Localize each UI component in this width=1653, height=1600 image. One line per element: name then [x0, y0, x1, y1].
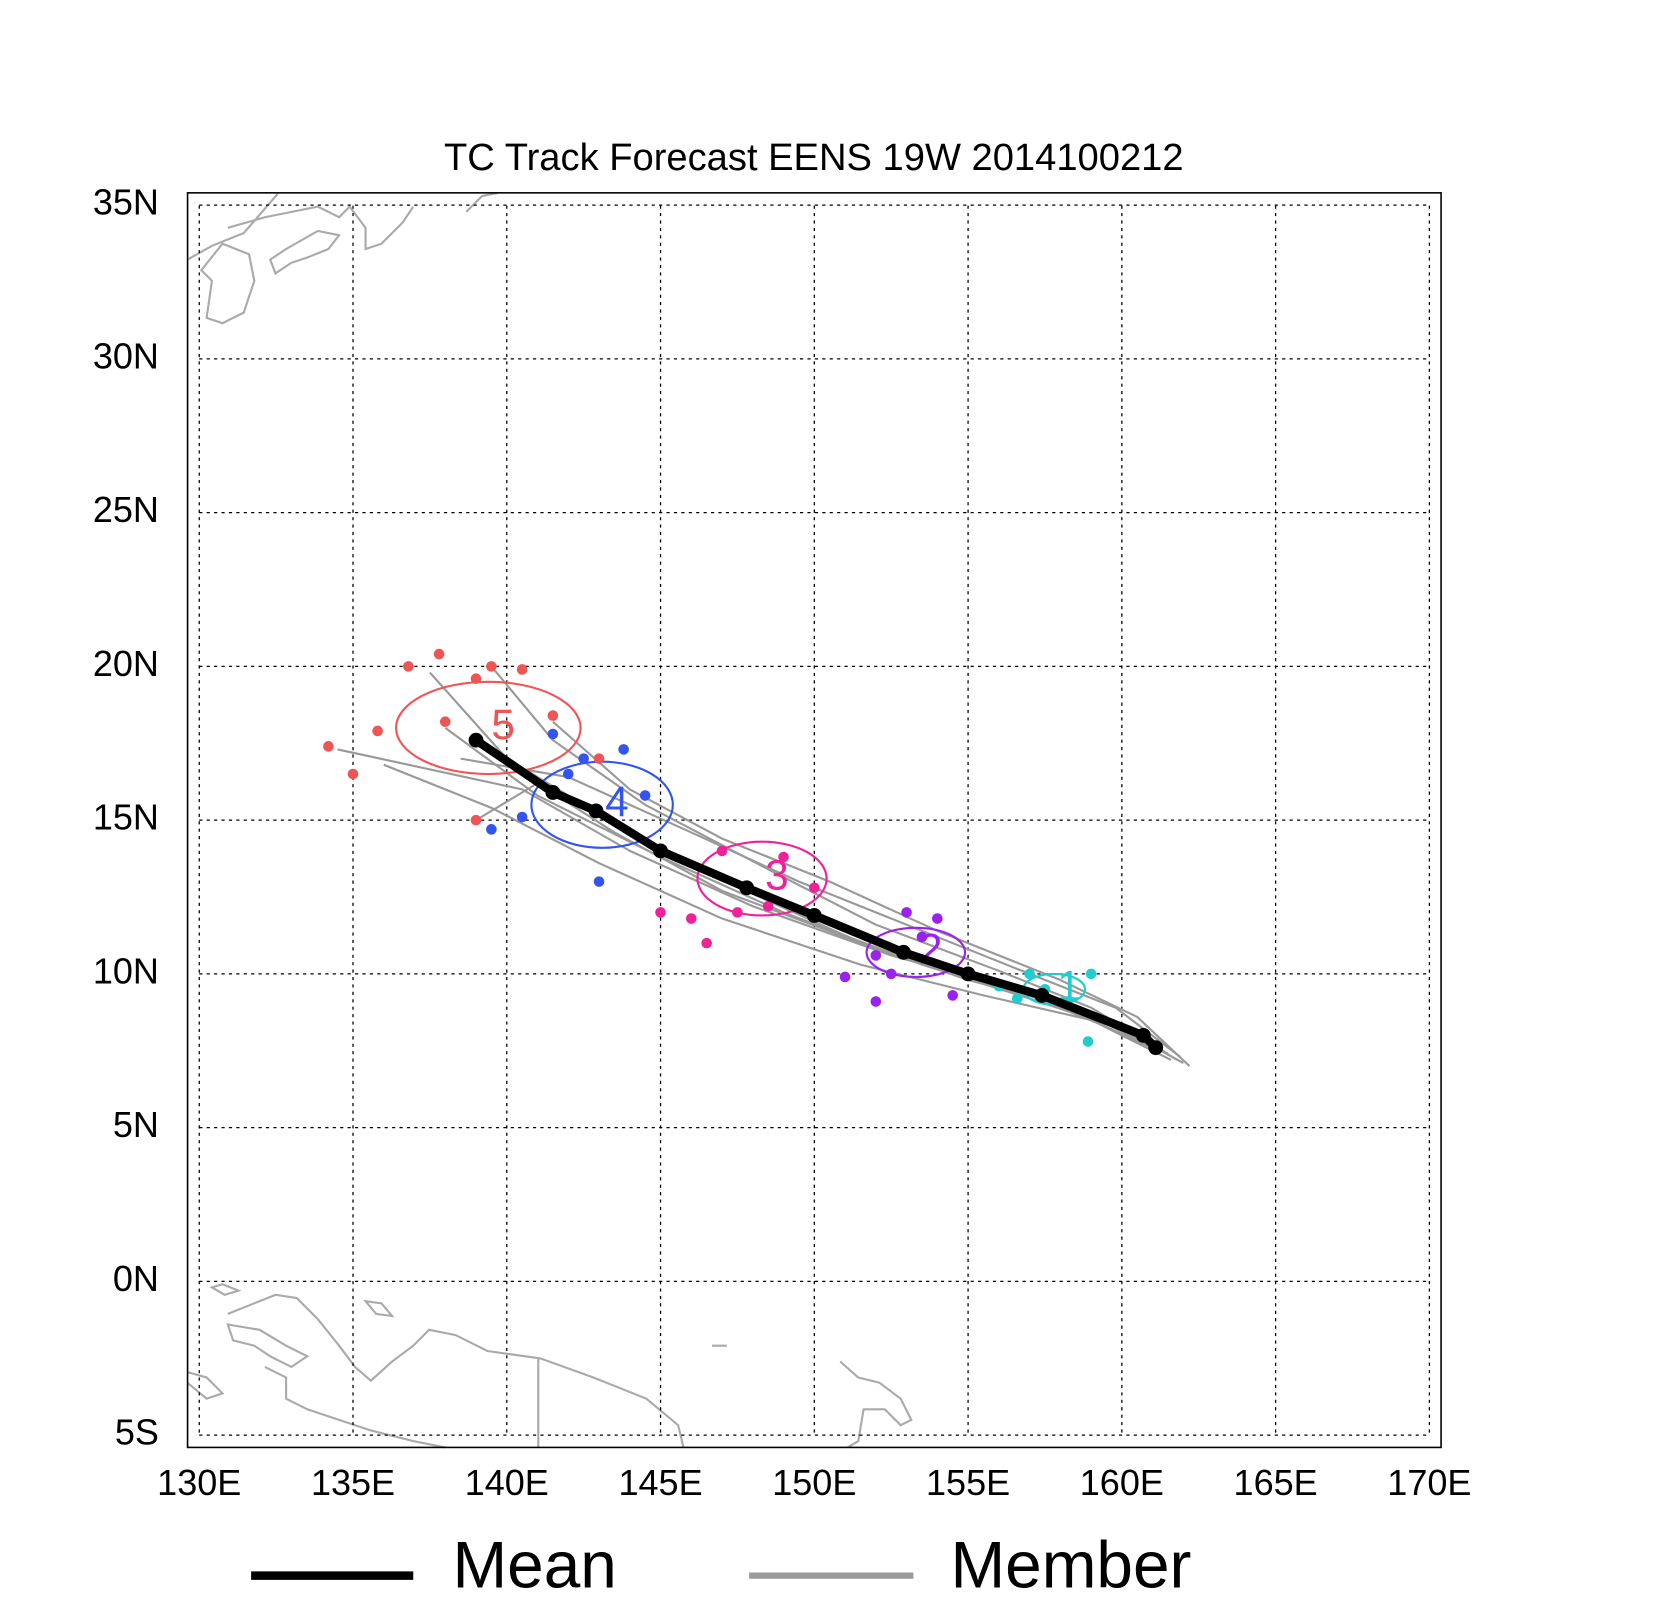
- uncertainty-ellipse: [395, 680, 582, 776]
- mean-position: [1034, 987, 1050, 1003]
- member-position: [870, 996, 882, 1007]
- member-position: [732, 907, 743, 918]
- member-position: [547, 710, 559, 721]
- member-position: [839, 971, 851, 983]
- y-tick-label: 5S: [115, 1412, 159, 1453]
- mean-position: [896, 944, 911, 960]
- uncertainty-ellipse: [865, 926, 967, 979]
- member-position: [655, 907, 666, 918]
- x-tick-label: 130E: [157, 1462, 241, 1503]
- member-position: [870, 950, 882, 961]
- member-position: [686, 913, 697, 924]
- day-label: 3: [765, 852, 789, 899]
- member-position: [809, 882, 820, 894]
- member-position: [778, 851, 789, 863]
- member-position: [901, 907, 912, 918]
- coastlines: [186, 191, 913, 1449]
- member-position: [916, 931, 928, 943]
- member-position: [547, 728, 559, 740]
- member-position: [433, 648, 445, 660]
- member-position: [947, 990, 959, 1001]
- member-position: [932, 913, 943, 924]
- mean-position: [739, 880, 755, 896]
- coastline: [186, 1283, 913, 1449]
- mean-position: [1148, 1040, 1164, 1056]
- member-position: [516, 811, 528, 823]
- x-tick-label: 150E: [772, 1462, 856, 1503]
- x-tick-label: 160E: [1080, 1462, 1164, 1503]
- x-tick-label: 145E: [618, 1462, 702, 1503]
- y-tick-label: 30N: [93, 335, 159, 376]
- member-position: [885, 968, 897, 980]
- uncertainty-ellipse: [696, 840, 828, 917]
- member-position: [403, 661, 414, 672]
- plot-frame: [186, 192, 1442, 1449]
- member-position: [470, 673, 482, 684]
- member-position: [578, 753, 589, 764]
- y-tick-label: 25N: [93, 489, 159, 530]
- member-position: [439, 716, 451, 728]
- mean-position: [588, 803, 604, 819]
- member-position: [762, 900, 774, 912]
- member-position: [516, 664, 528, 675]
- day-label: 1: [1057, 962, 1081, 1009]
- day-label: 4: [605, 778, 629, 825]
- x-tick-label: 140E: [465, 1462, 549, 1503]
- member-position: [1085, 968, 1097, 980]
- mean-position: [1135, 1027, 1151, 1043]
- member-position: [347, 768, 359, 780]
- y-tick-label: 35N: [93, 182, 159, 223]
- mean-position: [545, 785, 561, 800]
- legend-label: Member: [950, 1529, 1191, 1600]
- member-position: [639, 790, 651, 801]
- x-tick-label: 170E: [1387, 1462, 1471, 1503]
- y-tick-label: 10N: [93, 950, 159, 991]
- chart-title: TC Track Forecast EENS 19W 2014100212: [444, 136, 1184, 179]
- member-position: [1011, 993, 1023, 1004]
- x-tick-label: 165E: [1234, 1462, 1318, 1503]
- member-position: [372, 725, 383, 737]
- member-position: [618, 744, 629, 755]
- member-track: [337, 748, 1172, 1061]
- coastline: [187, 191, 499, 325]
- member-track: [383, 763, 1160, 1052]
- x-tick-label: 135E: [311, 1462, 395, 1503]
- member-position: [486, 824, 497, 835]
- member-position: [486, 661, 497, 672]
- member-position: [593, 753, 605, 764]
- member-position: [562, 768, 574, 780]
- member-track: [460, 757, 1181, 1058]
- mean-position: [468, 732, 484, 748]
- member-position: [1082, 1036, 1094, 1047]
- legend-label: Mean: [452, 1529, 616, 1600]
- member-position: [470, 814, 482, 826]
- member-position: [323, 741, 334, 752]
- member-position: [593, 876, 605, 887]
- y-tick-label: 5N: [113, 1104, 159, 1145]
- mean-position: [960, 966, 976, 982]
- mean-position: [653, 843, 668, 859]
- y-tick-label: 20N: [93, 643, 159, 684]
- mean-position: [806, 908, 822, 923]
- member-position: [716, 845, 728, 857]
- y-tick-label: 15N: [93, 797, 159, 838]
- member-position: [701, 937, 712, 949]
- x-tick-label: 155E: [926, 1462, 1010, 1503]
- day-label: 5: [491, 701, 515, 748]
- member-position: [1024, 968, 1035, 980]
- y-tick-label: 0N: [113, 1258, 159, 1299]
